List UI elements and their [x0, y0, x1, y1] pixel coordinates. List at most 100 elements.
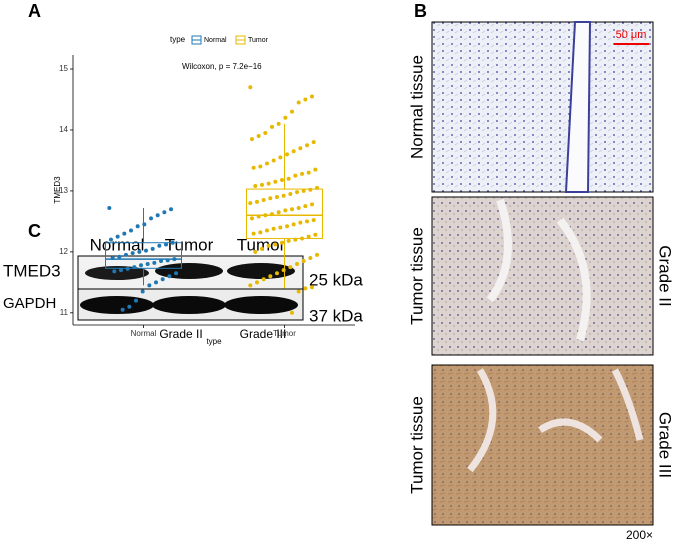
- data-point: [130, 251, 135, 256]
- data-point: [291, 222, 296, 227]
- scale-bar-label: 50 μm: [616, 29, 647, 41]
- data-point: [167, 274, 172, 279]
- data-point: [306, 234, 311, 239]
- data-point: [256, 214, 261, 219]
- data-point: [160, 277, 165, 282]
- data-point: [310, 202, 315, 207]
- data-point: [300, 171, 305, 176]
- data-point: [174, 271, 179, 276]
- tissue-feature: [486, 198, 591, 342]
- tissue-feature: [467, 368, 644, 473]
- data-point: [170, 240, 175, 245]
- data-point: [269, 212, 274, 217]
- y-tick-label: 11: [60, 308, 69, 317]
- data-point: [271, 158, 276, 163]
- data-point: [164, 242, 169, 247]
- data-point: [145, 262, 150, 267]
- data-point: [315, 185, 320, 190]
- x-tick-label: Normal: [131, 329, 157, 338]
- data-point: [286, 238, 291, 243]
- box: [105, 242, 182, 269]
- grade-label: Grade II: [656, 245, 673, 306]
- data-point: [115, 234, 120, 239]
- y-tick-label: 14: [59, 125, 68, 134]
- data-point: [117, 254, 122, 259]
- data-point: [251, 165, 256, 170]
- data-point: [253, 184, 258, 189]
- image-label: Normal tissue: [407, 55, 426, 159]
- data-point: [281, 268, 286, 273]
- data-point: [169, 207, 174, 212]
- data-point: [296, 289, 301, 294]
- histology-image: [431, 364, 654, 526]
- image-label: Tumor tissue: [407, 227, 426, 325]
- data-point: [293, 173, 298, 178]
- data-point: [137, 249, 142, 254]
- data-point: [311, 218, 316, 223]
- lane-label: Tumor: [165, 235, 214, 254]
- data-point: [253, 249, 258, 254]
- data-point: [264, 228, 269, 233]
- data-point: [249, 216, 254, 221]
- data-point: [310, 94, 315, 99]
- data-point: [268, 196, 273, 201]
- lane-label: Tumor: [237, 235, 286, 254]
- data-point: [283, 115, 288, 120]
- data-point: [295, 262, 300, 267]
- data-point: [268, 274, 273, 279]
- data-point: [135, 224, 140, 229]
- data-point: [112, 269, 117, 274]
- y-tick-label: 15: [59, 64, 68, 73]
- legend-label: Tumor: [248, 37, 269, 44]
- data-point: [162, 210, 167, 215]
- data-point: [132, 265, 137, 270]
- grade-label: Grade III: [656, 412, 673, 478]
- size-label: 37 kDa: [309, 306, 363, 325]
- data-point: [290, 109, 295, 114]
- tissue-feature: [564, 21, 592, 193]
- blot-band: [155, 263, 223, 279]
- data-point: [288, 191, 293, 196]
- data-point: [138, 263, 143, 268]
- data-point: [274, 271, 279, 276]
- data-point: [296, 205, 301, 210]
- data-point: [248, 85, 253, 90]
- y-axis-label: TMED3: [53, 176, 62, 204]
- image-label: Tumor tissue: [407, 396, 426, 494]
- data-point: [276, 210, 281, 215]
- data-point: [293, 237, 298, 242]
- data-point: [305, 143, 310, 148]
- data-point: [303, 204, 308, 209]
- data-point: [123, 252, 128, 257]
- y-tick-label: 12: [59, 247, 68, 256]
- data-point: [261, 198, 266, 203]
- protein-label: GAPDH: [3, 295, 56, 312]
- data-point: [286, 176, 291, 181]
- data-point: [140, 289, 145, 294]
- data-point: [305, 219, 310, 224]
- data-point: [110, 255, 115, 260]
- data-point: [258, 164, 263, 169]
- data-point: [276, 121, 281, 126]
- data-point: [295, 190, 300, 195]
- protein-label: TMED3: [3, 261, 61, 280]
- data-point: [269, 124, 274, 129]
- data-point: [313, 167, 318, 172]
- data-point: [263, 213, 268, 218]
- data-point: [152, 260, 157, 265]
- data-point: [108, 237, 113, 242]
- data-point: [311, 140, 316, 145]
- blot-band: [224, 296, 298, 314]
- data-point: [303, 97, 308, 102]
- panel-letter: A: [28, 1, 41, 21]
- data-point: [273, 179, 278, 184]
- blot-band: [227, 263, 295, 279]
- legend-title: type: [170, 35, 186, 44]
- data-point: [142, 222, 147, 227]
- data-point: [300, 236, 305, 241]
- y-tick-label: 13: [59, 186, 68, 195]
- data-point: [264, 161, 269, 166]
- data-point: [159, 259, 164, 264]
- data-point: [281, 193, 286, 198]
